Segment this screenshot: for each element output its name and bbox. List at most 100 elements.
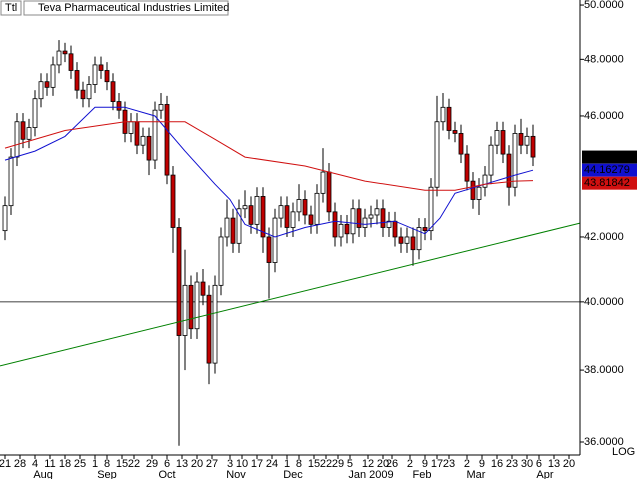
candle-body	[14, 121, 20, 158]
x-tick-label: 20	[563, 458, 575, 470]
candle-body	[392, 220, 398, 238]
candle-body	[260, 196, 266, 238]
x-tick-label: 29	[146, 458, 158, 470]
month-label: Aug	[33, 469, 53, 479]
candle-body	[62, 50, 68, 55]
last-value-label: 43.81842	[584, 177, 630, 189]
candle-body	[410, 236, 416, 251]
candle-body	[434, 121, 440, 188]
x-tick-label: 18	[59, 458, 71, 470]
candle-body	[506, 153, 512, 188]
candle-body	[92, 64, 98, 85]
x-tick-label: 8	[104, 458, 110, 470]
candle-body	[2, 205, 8, 232]
candle-body	[446, 106, 452, 131]
x-tick-label: 27	[206, 458, 218, 470]
candle-body	[518, 133, 524, 146]
candle-body	[428, 186, 434, 232]
candle-body	[416, 227, 422, 251]
candle-body	[278, 205, 284, 219]
line-series	[4, 106, 534, 238]
tag: Ttl	[5, 2, 17, 14]
candle-body	[284, 205, 290, 228]
y-tick-label: 42.0000	[584, 231, 624, 243]
x-tick-label: 1	[284, 458, 290, 470]
candle-body	[476, 186, 482, 200]
plot	[0, 40, 581, 446]
month-label: Nov	[226, 469, 246, 479]
candle-body	[254, 196, 260, 225]
candle-body	[200, 281, 206, 296]
candle-body	[50, 64, 56, 88]
x-tick-label: 5	[347, 458, 353, 470]
x-tick-label: 13	[176, 458, 188, 470]
candle-body	[344, 223, 350, 235]
scale-label: LOG	[612, 446, 635, 458]
candle-body	[332, 211, 338, 238]
candle-body	[20, 121, 26, 140]
candle-body	[266, 236, 272, 263]
x-tick-label: 26	[386, 458, 398, 470]
candle-body	[230, 217, 236, 244]
candle-body	[374, 208, 380, 216]
x-tick-label: 29	[332, 458, 344, 470]
candle-body	[440, 106, 446, 123]
x-tick-label: 22	[128, 458, 140, 470]
month-label: Apr	[536, 469, 553, 479]
last-value-label: 44.6000	[584, 151, 624, 163]
candle-body	[380, 208, 386, 228]
x-tick-label: 6	[164, 458, 170, 470]
x-tick-label: 28	[14, 458, 26, 470]
x-tick-label: 1	[92, 458, 98, 470]
x-tick-label: 15	[116, 458, 128, 470]
x-tick-label: 2	[464, 458, 470, 470]
x-tick-label: 30	[521, 458, 533, 470]
candle-body	[86, 84, 92, 100]
month-label: Dec	[283, 469, 303, 479]
last-value-box	[582, 163, 637, 177]
last-value-box	[582, 176, 637, 190]
x-tick-label: 17	[431, 458, 443, 470]
month-label: Mar	[467, 469, 486, 479]
x-tick-label: 23	[443, 458, 455, 470]
candle-body	[152, 109, 158, 161]
candle-body	[32, 98, 38, 128]
candle-body	[116, 101, 122, 111]
candle-body	[314, 192, 320, 225]
month-label: Sep	[97, 469, 117, 479]
x-tick-label: 9	[479, 458, 485, 470]
x-tick-label: 16	[491, 458, 503, 470]
x-tick-label: 6	[536, 458, 542, 470]
chart-title: Teva Pharmaceutical Industries Limited	[38, 2, 229, 14]
x-tick-label: 8	[296, 458, 302, 470]
x-tick-label: 15	[308, 458, 320, 470]
candle-body	[362, 217, 368, 228]
candle-body	[320, 171, 326, 194]
candle-body	[470, 180, 476, 200]
candle-body	[368, 214, 374, 219]
x-tick-label: 13	[548, 458, 560, 470]
x-tick-label: 21	[0, 458, 11, 470]
candle-body	[140, 135, 146, 146]
tag-box	[0, 0, 22, 16]
candle-body	[98, 64, 104, 71]
candle-body	[194, 281, 200, 330]
candle-body	[182, 284, 188, 336]
candle-body	[494, 130, 500, 146]
candle-body	[308, 214, 314, 225]
candle-body	[356, 208, 362, 228]
x-tick-label: 11	[44, 458, 55, 470]
candle-body	[242, 205, 248, 210]
line-series	[4, 121, 534, 191]
candle-body	[218, 236, 224, 286]
candle-body	[188, 284, 194, 330]
candle-body	[404, 236, 410, 244]
x-tick-label: 12	[362, 458, 374, 470]
x-tick-label: 25	[74, 458, 86, 470]
x-tick-label: 2	[407, 458, 413, 470]
candle-body	[56, 50, 62, 66]
candle-body	[530, 135, 536, 158]
y-tick-label: 40.0000	[584, 296, 624, 308]
candle-body	[296, 199, 302, 213]
